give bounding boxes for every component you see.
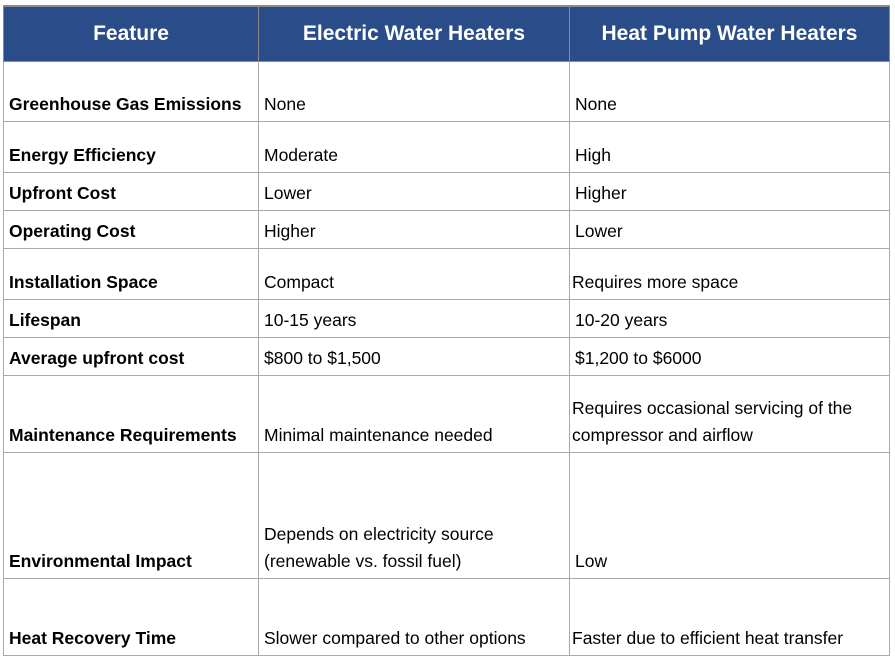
heat-pump-cell: Higher [569,172,890,211]
electric-cell: Lower [258,172,570,211]
heat-pump-cell: 10-20 years [569,299,890,338]
feature-cell: Environmental Impact [3,452,259,579]
heat-pump-value: Requires occasional servicing of the com… [572,398,853,445]
electric-cell: Compact [258,248,570,300]
electric-cell: Minimal maintenance needed [258,375,570,453]
table-row: Greenhouse Gas Emissions None None [3,61,890,122]
electric-cell: Moderate [258,121,570,173]
electric-cell: Higher [258,210,570,249]
table-row: Installation Space Compact Requires more… [3,248,890,300]
electric-value: None [264,94,306,114]
heat-pump-cell: Requires occasional servicing of the com… [569,375,890,453]
electric-cell: None [258,61,570,122]
heat-pump-cell: Lower [569,210,890,249]
table-row: Energy Efficiency Moderate High [3,121,890,173]
feature-cell: Heat Recovery Time [3,578,259,656]
feature-label: Upfront Cost [9,183,116,203]
heat-pump-cell: Low [569,452,890,579]
feature-cell: Lifespan [3,299,259,338]
feature-label: Heat Recovery Time [9,628,176,648]
heat-pump-value: Requires more space [572,272,739,292]
heat-pump-value: 10-20 years [575,310,668,330]
comparison-table: Feature Electric Water Heaters Heat Pump… [3,5,890,656]
electric-cell: $800 to $1,500 [258,337,570,376]
column-header-heat-pump: Heat Pump Water Heaters [569,5,890,62]
feature-label: Greenhouse Gas Emissions [9,94,242,114]
table-row: Average upfront cost $800 to $1,500 $1,2… [3,337,890,376]
electric-cell: Slower compared to other options [258,578,570,656]
electric-value: $800 to $1,500 [264,348,381,368]
electric-value: Minimal maintenance needed [264,425,493,445]
table-row: Upfront Cost Lower Higher [3,172,890,211]
heat-pump-cell: Faster due to efficient heat transfer [569,578,890,656]
feature-cell: Upfront Cost [3,172,259,211]
heat-pump-value: Faster due to efficient heat transfer [572,628,844,648]
feature-label: Maintenance Requirements [9,425,237,445]
feature-label: Environmental Impact [9,551,192,571]
feature-label: Operating Cost [9,221,136,241]
electric-value: Lower [264,183,312,203]
heat-pump-cell: None [569,61,890,122]
feature-label: Energy Efficiency [9,145,156,165]
electric-value: Compact [264,272,335,292]
heat-pump-value: None [575,94,617,114]
feature-label: Average upfront cost [9,348,185,368]
table-row: Heat Recovery Time Slower compared to ot… [3,578,890,656]
feature-label: Lifespan [9,310,81,330]
feature-cell: Energy Efficiency [3,121,259,173]
electric-value: Moderate [264,145,338,165]
electric-cell: Depends on electricity source (renewable… [258,452,570,579]
table-row: Environmental Impact Depends on electric… [3,452,890,579]
electric-value: Higher [264,221,316,241]
electric-value: Depends on electricity source (renewable… [264,524,494,571]
column-header-feature: Feature [3,5,259,62]
table-row: Operating Cost Higher Lower [3,210,890,249]
heat-pump-value: High [575,145,611,165]
feature-cell: Maintenance Requirements [3,375,259,453]
heat-pump-value: Lower [575,221,623,241]
table-row: Maintenance Requirements Minimal mainten… [3,375,890,453]
heat-pump-value: Low [575,551,608,571]
heat-pump-cell: High [569,121,890,173]
electric-value: Slower compared to other options [264,628,526,648]
column-header-electric: Electric Water Heaters [258,5,570,62]
feature-cell: Operating Cost [3,210,259,249]
feature-cell: Greenhouse Gas Emissions [3,61,259,122]
heat-pump-value: $1,200 to $6000 [575,348,702,368]
table-row: Lifespan 10-15 years 10-20 years [3,299,890,338]
heat-pump-cell: Requires more space [569,248,890,300]
feature-cell: Average upfront cost [3,337,259,376]
heat-pump-cell: $1,200 to $6000 [569,337,890,376]
feature-label: Installation Space [9,272,158,292]
electric-value: 10-15 years [264,310,357,330]
electric-cell: 10-15 years [258,299,570,338]
table-header-row: Feature Electric Water Heaters Heat Pump… [3,5,890,62]
heat-pump-value: Higher [575,183,627,203]
feature-cell: Installation Space [3,248,259,300]
